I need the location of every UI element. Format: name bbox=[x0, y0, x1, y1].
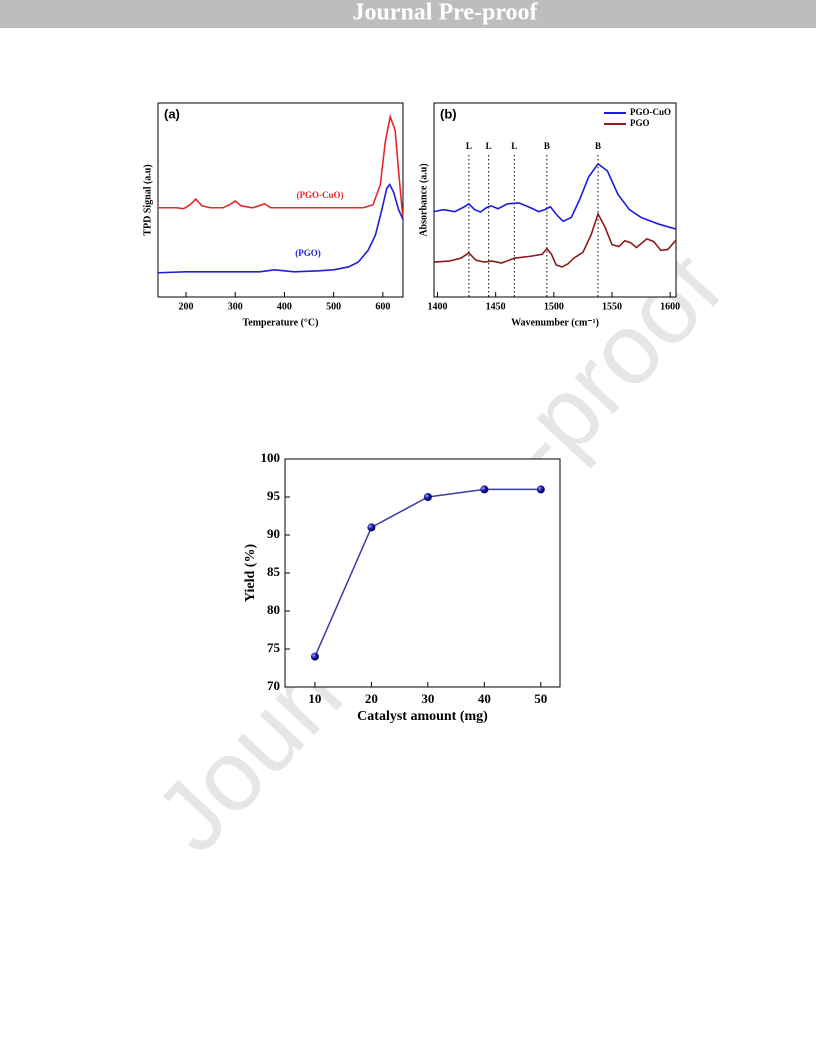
panel-label: (b) bbox=[440, 106, 457, 121]
x-tick-label: 1450 bbox=[486, 301, 506, 312]
x-tick-label: 600 bbox=[375, 301, 390, 312]
x-axis-label: Wavenumber (cm⁻¹) bbox=[511, 317, 599, 328]
y-tick-label: 100 bbox=[261, 450, 281, 465]
y-tick-label: 95 bbox=[267, 488, 281, 503]
x-tick-label: 40 bbox=[478, 691, 491, 706]
x-tick-label: 200 bbox=[179, 301, 194, 312]
x-tick-label: 300 bbox=[228, 301, 243, 312]
series-line bbox=[433, 211, 677, 268]
y-tick-label: 70 bbox=[267, 678, 280, 693]
y-axis-label: TPD Signal (a.u) bbox=[142, 164, 153, 235]
x-tick-label: 500 bbox=[326, 301, 341, 312]
reference-label: B bbox=[595, 141, 601, 151]
legend-label: PGO bbox=[630, 118, 650, 128]
x-tick-label: 30 bbox=[421, 691, 434, 706]
series-line bbox=[158, 113, 404, 220]
data-point bbox=[367, 523, 376, 532]
plot-area bbox=[433, 102, 677, 298]
y-tick-label: 80 bbox=[267, 602, 280, 617]
plot-area bbox=[284, 458, 561, 688]
y-tick-label: 75 bbox=[267, 640, 281, 655]
x-axis-label: Temperature (°C) bbox=[243, 317, 319, 328]
x-tick-label: 20 bbox=[365, 691, 378, 706]
reference-label: L bbox=[466, 141, 472, 151]
y-tick-label: 90 bbox=[267, 526, 280, 541]
header-title: Journal Pre-proof bbox=[352, 0, 538, 26]
x-axis-label: Catalyst amount (mg) bbox=[357, 709, 488, 724]
data-point bbox=[480, 485, 489, 494]
reference-label: B bbox=[544, 141, 550, 151]
charts: 200 300 400 500 600 Temperature (°C) TPD Signa… bbox=[142, 102, 680, 724]
x-tick-label: 1500 bbox=[544, 301, 564, 312]
x-tick-label: 1600 bbox=[660, 301, 680, 312]
header-bar bbox=[0, 0, 816, 28]
reference-label: L bbox=[511, 141, 517, 151]
x-tick-label: 10 bbox=[308, 691, 321, 706]
x-tick-label: 1550 bbox=[602, 301, 622, 312]
series-line bbox=[433, 162, 677, 230]
data-point bbox=[536, 485, 545, 494]
legend-label: PGO-CuO bbox=[630, 107, 671, 117]
panel-label: (a) bbox=[164, 106, 180, 121]
x-tick-label: 50 bbox=[534, 691, 547, 706]
series-line bbox=[157, 182, 404, 274]
series-label: (PGO-CuO) bbox=[297, 190, 344, 200]
y-axis-label: Absorbance (a.u) bbox=[418, 163, 429, 236]
series-label: (PGO) bbox=[295, 248, 321, 258]
reference-label: L bbox=[486, 141, 492, 151]
y-tick-label: 85 bbox=[267, 564, 281, 579]
data-point bbox=[423, 493, 432, 501]
x-tick-label: 400 bbox=[277, 301, 292, 312]
y-axis-label: Yield (%) bbox=[243, 544, 258, 603]
plot-area bbox=[157, 102, 404, 298]
data-point bbox=[310, 652, 319, 661]
x-tick-label: 1400 bbox=[427, 301, 447, 312]
